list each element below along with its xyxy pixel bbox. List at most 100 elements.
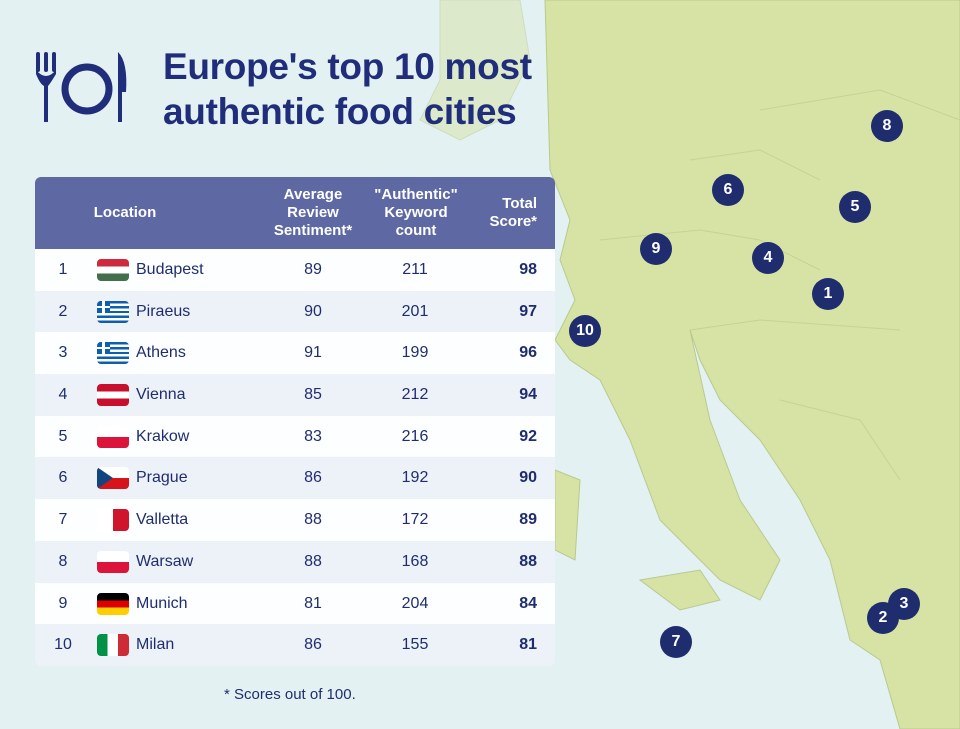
total-score: 88 (519, 552, 537, 570)
flag-at-icon (97, 384, 129, 407)
rank: 7 (58, 511, 68, 529)
central-europe-land (544, 0, 960, 729)
avg-sentiment: 86 (304, 636, 322, 654)
rank: 2 (58, 302, 68, 320)
table-row: 2 Piraeus 90 201 97 (35, 290, 555, 333)
header-text: Review (287, 204, 339, 221)
avg-sentiment: 88 (304, 511, 322, 529)
fork-plate-knife-icon (36, 52, 127, 122)
header-text: Total (502, 195, 537, 212)
avg-sentiment: 90 (304, 302, 322, 320)
map-marker-4: 4 (752, 242, 784, 274)
footnote: * Scores out of 100. (224, 686, 356, 703)
rank: 10 (54, 636, 72, 654)
keyword-count: 212 (401, 386, 429, 404)
flag-pl-icon (97, 550, 129, 573)
keyword-count: 204 (401, 594, 429, 612)
total-score: 84 (519, 594, 537, 612)
total-score: 90 (519, 469, 537, 487)
table-body: 1 Budapest 89 211 98 2 Piraeus 90 201 97 3… (35, 249, 555, 666)
sicily-land (638, 569, 721, 611)
keyword-count: 168 (401, 552, 429, 570)
flag-de-icon (97, 592, 129, 615)
table-row: 7 Valletta 88 172 89 (35, 499, 555, 541)
avg-sentiment: 83 (304, 427, 322, 445)
total-score: 92 (519, 427, 537, 445)
map-marker-3: 3 (888, 588, 920, 620)
map-marker-7: 7 (660, 626, 692, 658)
header-text: Keyword (384, 204, 448, 221)
flag-hu-icon (97, 259, 129, 281)
keyword-count: 155 (401, 636, 429, 654)
keyword-count: 172 (401, 511, 429, 529)
total-score: 97 (519, 302, 537, 320)
flag-pl-icon (97, 425, 129, 448)
flag-mt-icon (97, 509, 129, 532)
rank: 1 (58, 261, 68, 278)
ranking-table: Location Average Review Sentiment* "Auth… (35, 177, 555, 666)
keyword-count: 199 (401, 344, 429, 362)
keyword-count: 211 (402, 261, 428, 278)
keyword-count: 201 (401, 302, 429, 320)
table-row: 10 Milan 86 155 81 (35, 624, 555, 666)
table-row: 4 Vienna 85 212 94 (35, 374, 555, 416)
header-keyword-count: "Authentic" Keyword count (366, 186, 466, 240)
total-score: 96 (519, 344, 537, 362)
table-row: 8 Warsaw 88 168 88 (35, 540, 555, 583)
map-marker-5: 5 (839, 191, 871, 223)
flag-cz-icon (97, 467, 129, 490)
keyword-count: 216 (401, 427, 429, 445)
avg-sentiment: 91 (304, 344, 322, 362)
city-name: Piraeus (136, 302, 191, 320)
table-row: 3 Athens 91 199 96 (35, 332, 555, 375)
rank: 5 (58, 427, 68, 445)
city-name: Valletta (136, 511, 189, 529)
city-name: Milan (136, 636, 175, 654)
city-name: Athens (136, 344, 186, 362)
rank: 9 (58, 594, 68, 612)
header-total-score: Total Score* (489, 195, 537, 231)
avg-sentiment: 88 (304, 552, 322, 570)
header-avg-sentiment: Average Review Sentiment* (263, 186, 363, 240)
uk-land (419, 0, 531, 141)
header-location: Location (93, 204, 157, 221)
total-score: 98 (519, 261, 537, 278)
rank: 4 (58, 386, 68, 404)
map-marker-1: 1 (812, 278, 844, 310)
map-marker-8: 8 (871, 110, 903, 142)
header-text: Average (283, 186, 343, 203)
city-name: Warsaw (136, 552, 194, 570)
avg-sentiment: 81 (304, 594, 322, 612)
page-title: Europe's top 10 most authentic food citi… (163, 44, 532, 134)
title-line-2: authentic food cities (163, 91, 517, 132)
header-text: Score* (489, 213, 537, 230)
header-text: Sentiment* (273, 222, 353, 239)
table-row: 6 Prague 86 192 90 (35, 457, 555, 500)
table-header: Location Average Review Sentiment* "Auth… (35, 177, 555, 249)
header-text: count (395, 222, 437, 239)
flag-gr-icon (97, 342, 129, 365)
total-score: 89 (519, 511, 537, 529)
table-row: 9 Munich 81 204 84 (35, 582, 555, 625)
table-row: 1 Budapest 89 211 98 (35, 249, 555, 291)
flag-gr-icon (97, 300, 129, 323)
city-name: Budapest (136, 261, 204, 278)
title-line-1: Europe's top 10 most (163, 46, 532, 87)
map-marker-6: 6 (712, 174, 744, 206)
rank: 6 (58, 469, 68, 487)
total-score: 94 (519, 386, 537, 404)
avg-sentiment: 86 (304, 469, 322, 487)
header-text: "Authentic" (374, 186, 458, 203)
map-marker-9: 9 (640, 233, 672, 265)
rank: 8 (58, 552, 68, 570)
keyword-count: 192 (401, 469, 429, 487)
rank: 3 (58, 344, 68, 362)
city-name: Prague (136, 469, 188, 487)
avg-sentiment: 85 (304, 386, 322, 404)
city-name: Vienna (136, 386, 186, 404)
total-score: 81 (519, 636, 537, 654)
avg-sentiment: 89 (304, 261, 322, 278)
map-marker-10: 10 (569, 315, 601, 347)
sardinia-land (554, 469, 581, 561)
